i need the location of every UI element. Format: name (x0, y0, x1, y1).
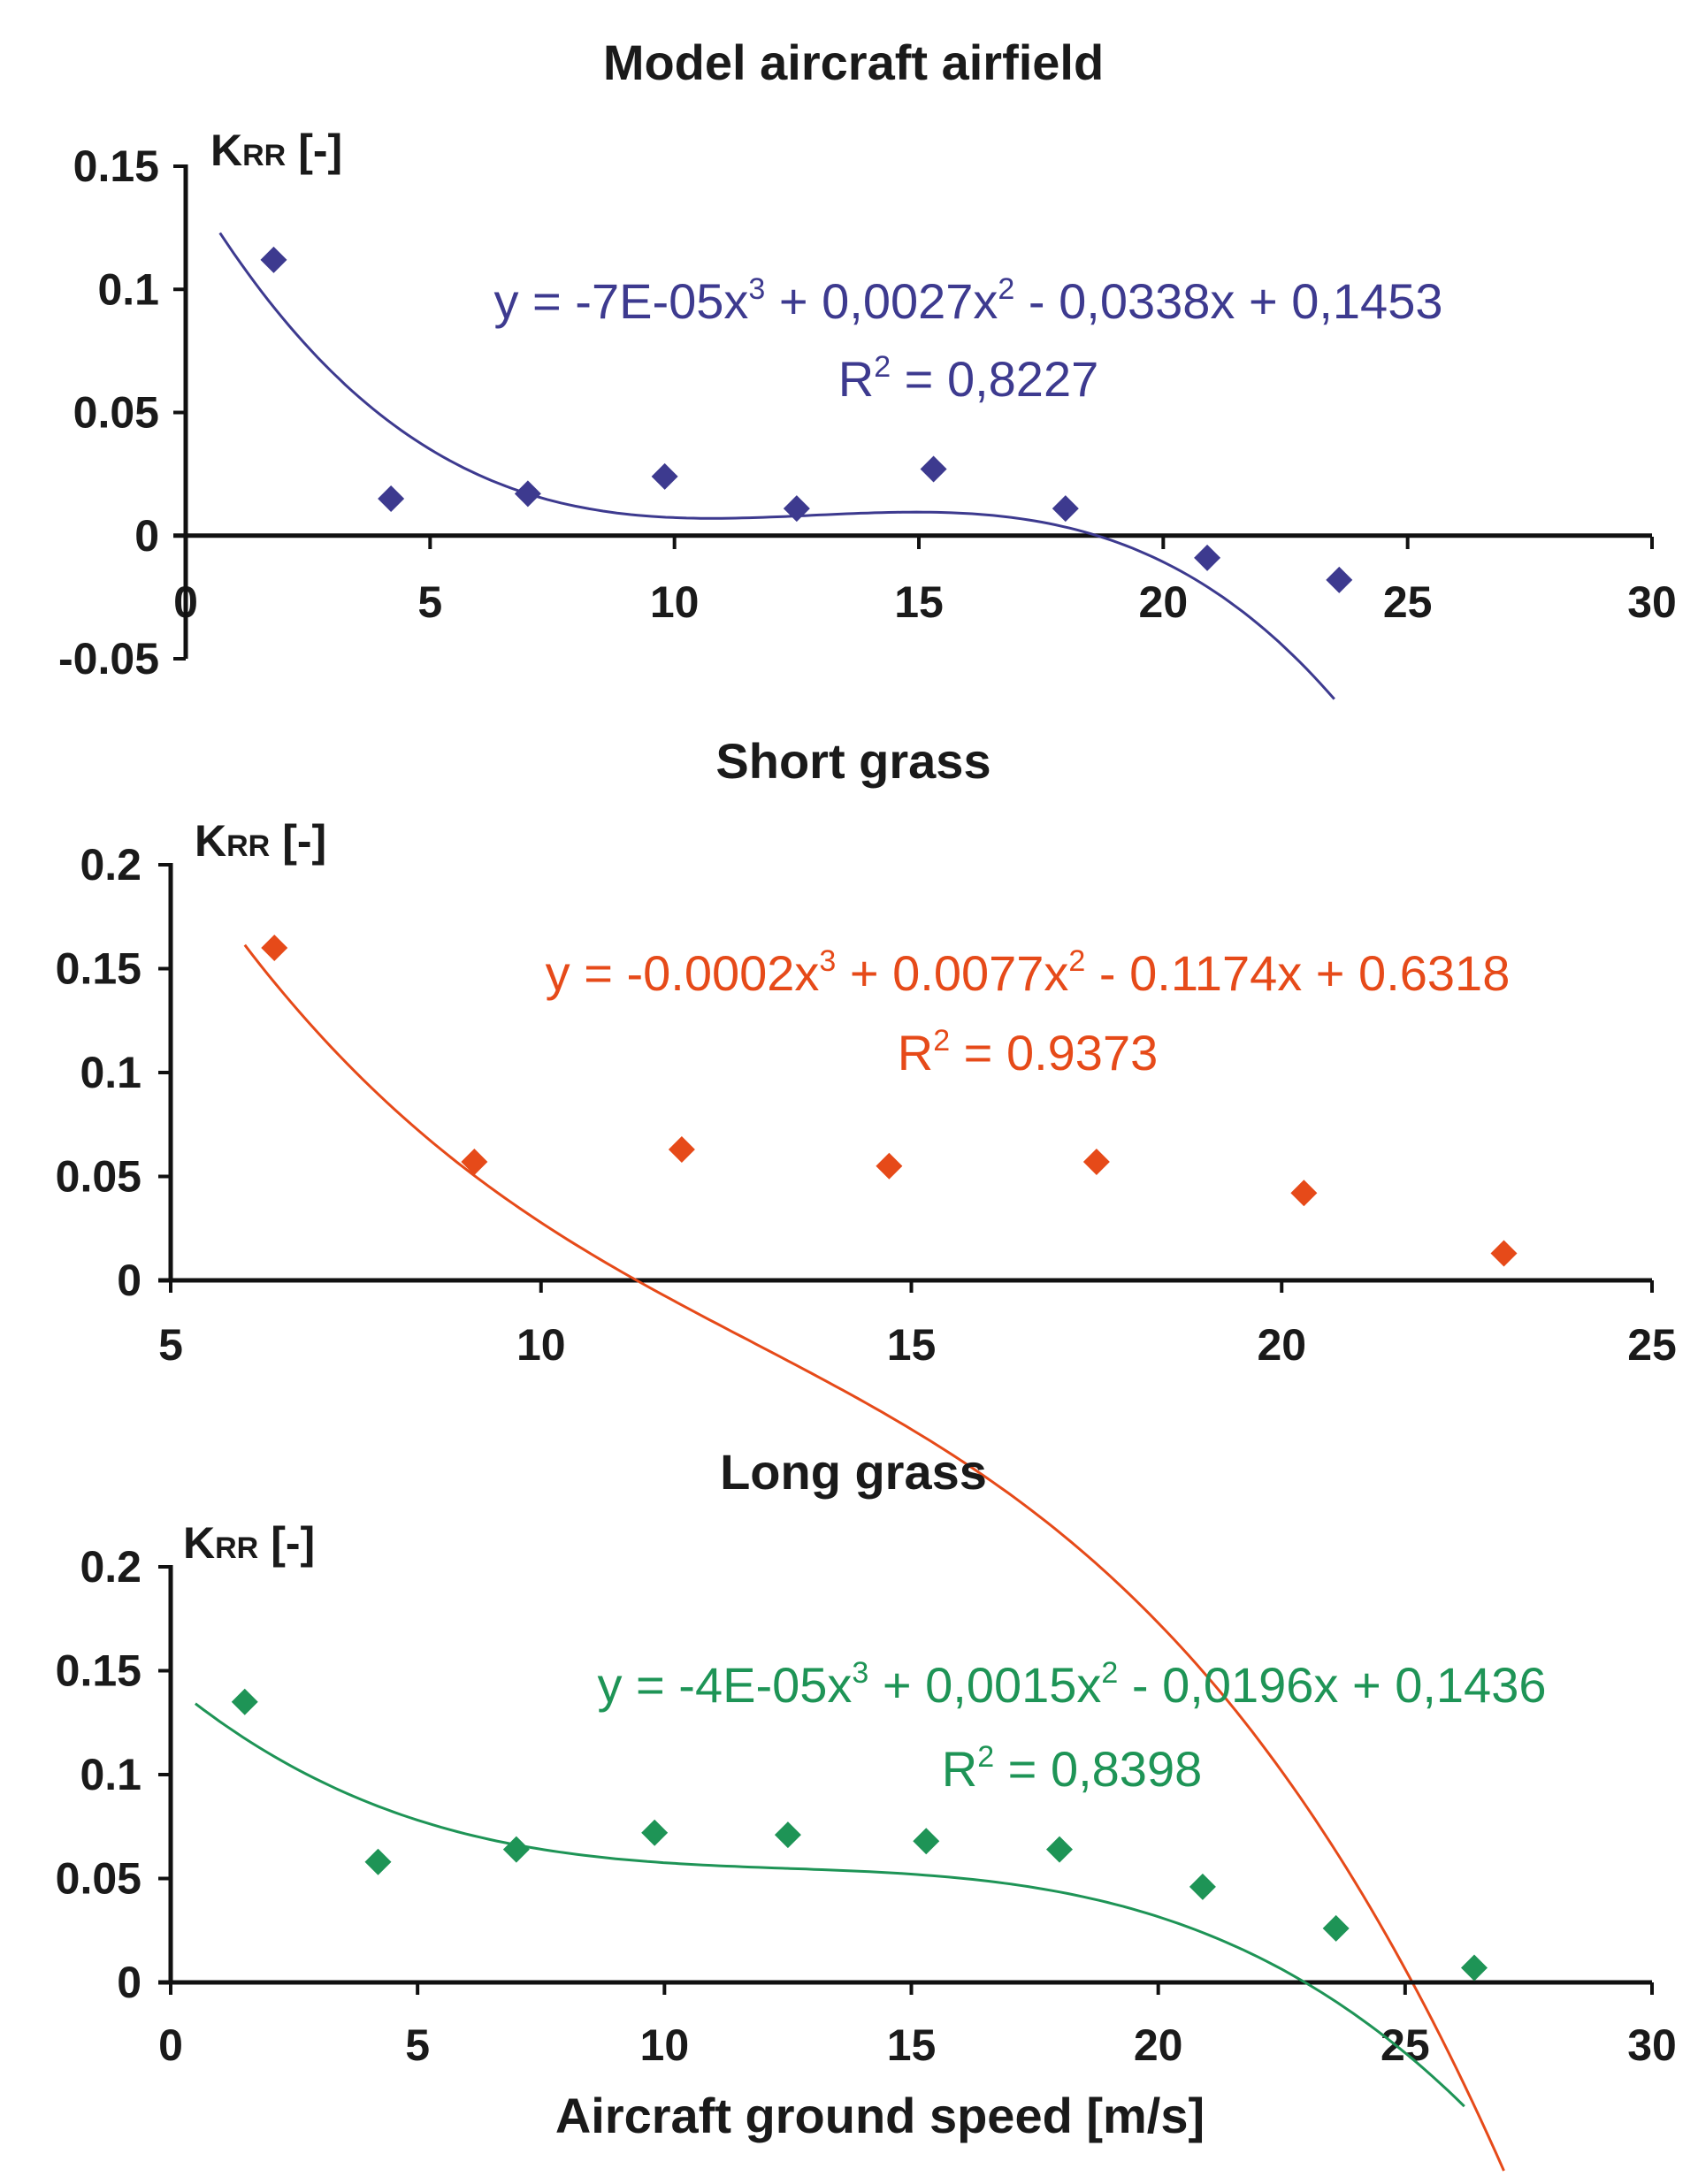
data-point (1322, 1914, 1350, 1942)
data-point (641, 1819, 669, 1846)
x-tick-label: 25 (1383, 577, 1433, 627)
r-squared: R2 = 0.9373 (898, 1024, 1158, 1081)
y-tick-label: 0 (117, 1958, 142, 2007)
x-tick-label: 15 (887, 2020, 937, 2070)
trendline (218, 232, 1335, 700)
y-tick-label: 0.2 (80, 840, 142, 890)
data-point (668, 1135, 695, 1163)
data-points (261, 935, 1518, 1267)
data-point (364, 1848, 392, 1875)
tick-labels: 0.2 0.15 0.1 0.05 00 5 10 15 20 25 30 (56, 1542, 1677, 2070)
y-tick-label: 0 (117, 1256, 142, 1305)
data-point (502, 1836, 530, 1863)
x-tick-label: 20 (1139, 577, 1189, 627)
x-tick-label: 20 (1257, 1320, 1306, 1370)
data-point (1046, 1836, 1073, 1863)
y-axis-label: KRR [-] (195, 816, 326, 866)
data-point (1189, 1873, 1216, 1900)
y-tick-label: 0.15 (56, 944, 142, 994)
chart-title: Long grass (720, 1444, 987, 1500)
chart-title: Model aircraft airfield (603, 34, 1104, 90)
chart-panel-long-grass: Long grass KRR [-] 0.2 0.15 0.1 0.05 00 5 10 15 2… (56, 1444, 1677, 2143)
x-tick-label: 15 (894, 577, 944, 627)
trend-equation: y = -7E-05x3 + 0,0027x2 - 0,0338x + 0,14… (493, 272, 1442, 329)
data-point (1194, 544, 1221, 571)
x-axis-label: Aircraft ground speed [m/s] (555, 2088, 1205, 2143)
data-points (260, 246, 1353, 593)
data-point (260, 246, 287, 273)
y-axis-label: KRR [-] (183, 1518, 315, 1568)
y-tick-label: 0.1 (80, 1750, 142, 1799)
trend-equation: y = -4E-05x3 + 0,0015x2 - 0,0196x + 0,14… (597, 1656, 1546, 1713)
axes (158, 1565, 1654, 1995)
x-tick-label: 25 (1627, 1320, 1677, 1370)
y-tick-label: 0.2 (80, 1542, 142, 1592)
data-point (1052, 495, 1079, 523)
x-tick-label: 5 (405, 2020, 430, 2070)
y-tick-label: 0 (134, 511, 159, 561)
x-tick-label: 0 (158, 2020, 183, 2070)
axes (173, 164, 1654, 661)
r-squared: R2 = 0,8398 (942, 1740, 1202, 1797)
data-point (261, 935, 288, 961)
data-point (876, 1152, 903, 1180)
data-point (1290, 1180, 1318, 1207)
data-point (783, 495, 810, 523)
axes (158, 863, 1654, 1293)
trend-equation: y = -0.0002x3 + 0.0077x2 - 0.1174x + 0.6… (546, 944, 1511, 1001)
x-tick-label: 5 (417, 577, 442, 627)
x-tick-label: 30 (1627, 577, 1677, 627)
x-tick-label: 30 (1627, 2020, 1677, 2070)
data-point (920, 455, 947, 483)
data-point (461, 1149, 488, 1176)
data-point (1326, 566, 1353, 593)
data-point (514, 480, 541, 508)
x-tick-label: 20 (1134, 2020, 1183, 2070)
data-points (231, 1688, 1488, 1982)
data-point (774, 1821, 801, 1849)
y-axis-label: KRR [-] (210, 126, 342, 175)
tick-labels: 0.150.10.050-0.05051015202530 (58, 141, 1677, 683)
x-tick-label: 10 (516, 1320, 566, 1370)
x-tick-label: 15 (887, 1320, 937, 1370)
tick-labels: 0.2 0.15 0.1 0.05 05 10 15 20 25 (56, 840, 1677, 1370)
x-tick-label: 10 (650, 577, 700, 627)
data-point (1490, 1240, 1518, 1267)
x-tick-label: 25 (1381, 2020, 1430, 2070)
data-point (651, 462, 678, 490)
y-tick-label: 0.15 (56, 1646, 142, 1696)
chart-title: Short grass (715, 733, 990, 789)
data-point (913, 1828, 940, 1855)
y-tick-label: 0.1 (97, 264, 159, 314)
x-tick-label: 10 (640, 2020, 690, 2070)
trendline (243, 943, 1505, 2172)
chart-panel-model-aircraft-airfield: Model aircraft airfield KRR [-] 0.15 0.1 0.… (58, 34, 1677, 700)
data-point (231, 1688, 258, 1715)
data-point (1461, 1954, 1488, 1982)
y-tick-label: 0.05 (56, 1152, 142, 1202)
y-tick-label: -0.05 (58, 634, 159, 683)
y-tick-label: 0.05 (73, 388, 159, 438)
data-point (378, 485, 405, 512)
y-tick-label: 0.05 (56, 1854, 142, 1904)
x-tick-label: 5 (158, 1320, 183, 1370)
r-squared: R2 = 0,8227 (838, 350, 1098, 407)
y-tick-label: 0.1 (80, 1048, 142, 1097)
data-point (1082, 1149, 1110, 1176)
trendline (194, 1702, 1465, 2108)
y-tick-label: 0.15 (73, 141, 159, 191)
